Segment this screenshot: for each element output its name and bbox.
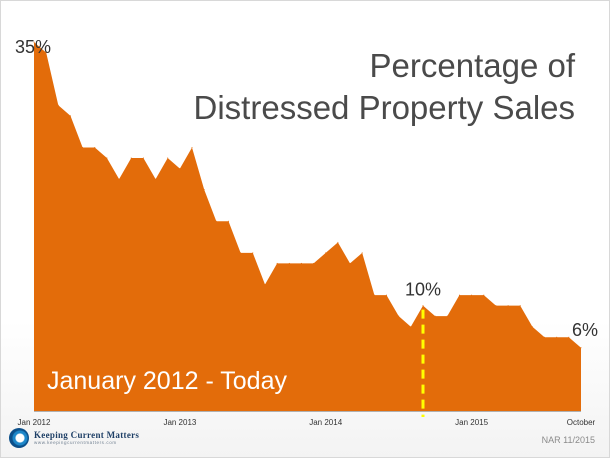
data-point — [483, 294, 485, 296]
data-point — [33, 41, 35, 43]
data-point — [228, 220, 229, 222]
data-point — [495, 305, 497, 307]
data-point — [580, 347, 582, 349]
x-tick-label: Jan 2014 — [309, 418, 342, 427]
data-point — [300, 262, 302, 264]
data-point — [361, 252, 363, 254]
data-point — [130, 157, 132, 159]
data-point — [191, 147, 193, 148]
kcm-swirl-icon — [9, 428, 29, 448]
data-point — [373, 294, 375, 296]
data-point — [337, 241, 339, 243]
x-tick-label: Jan 2012 — [18, 418, 51, 427]
data-point — [106, 157, 108, 159]
data-point — [142, 157, 144, 159]
data-point — [568, 336, 570, 338]
data-point — [544, 336, 545, 338]
x-tick-label: October — [567, 418, 596, 427]
data-point — [349, 262, 351, 264]
data-point — [252, 252, 254, 254]
data-point — [276, 262, 278, 264]
chart-subtitle: January 2012 - Today — [47, 367, 287, 395]
data-point — [471, 294, 473, 296]
data-point — [556, 336, 558, 338]
data-point — [519, 305, 521, 307]
data-point — [288, 262, 290, 264]
data-point — [410, 326, 412, 328]
data-point — [167, 157, 169, 159]
data-point — [203, 189, 205, 191]
data-point — [155, 178, 157, 180]
data-point — [57, 104, 59, 106]
chart-title: Percentage of Distressed Property Sales — [194, 45, 575, 129]
data-point — [179, 168, 181, 170]
data-point — [264, 284, 266, 285]
data-point — [325, 252, 327, 254]
company-logo: Keeping Current Matters www.keepingcurre… — [9, 428, 139, 448]
title-line-2: Distressed Property Sales — [193, 89, 575, 126]
data-point — [398, 315, 400, 317]
data-point — [422, 305, 424, 307]
logo-name: Keeping Current Matters — [34, 430, 140, 440]
source-note: NAR 11/2015 — [541, 435, 595, 445]
data-label: 35% — [15, 37, 51, 57]
data-point — [118, 178, 120, 180]
data-point — [386, 294, 387, 296]
data-point — [82, 147, 84, 148]
data-label: 10% — [405, 280, 441, 300]
data-point — [70, 115, 71, 117]
data-point — [240, 252, 242, 254]
data-point — [434, 315, 436, 317]
data-point — [45, 52, 47, 54]
x-tick-label: Jan 2013 — [163, 418, 196, 427]
logo-url: www.keepingcurrentmatters.com — [34, 440, 117, 445]
data-point — [446, 315, 448, 317]
title-line-1: Percentage of — [369, 47, 575, 84]
data-point — [215, 220, 217, 222]
x-tick-label: Jan 2015 — [455, 418, 488, 427]
area-series — [34, 42, 581, 411]
data-point — [94, 147, 96, 148]
data-point — [458, 294, 460, 296]
data-point — [507, 305, 509, 307]
data-point — [313, 262, 315, 264]
data-label: 6% — [572, 320, 598, 340]
data-point — [531, 326, 533, 328]
